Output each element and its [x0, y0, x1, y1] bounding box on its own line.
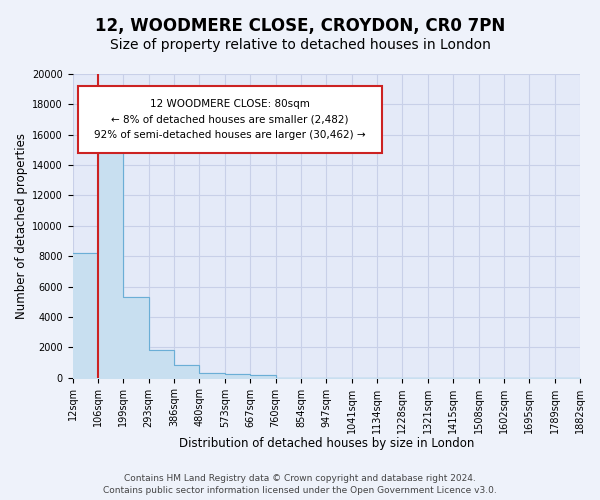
Y-axis label: Number of detached properties: Number of detached properties — [15, 133, 28, 319]
Text: 12 WOODMERE CLOSE: 80sqm
← 8% of detached houses are smaller (2,482)
92% of semi: 12 WOODMERE CLOSE: 80sqm ← 8% of detache… — [94, 99, 366, 140]
X-axis label: Distribution of detached houses by size in London: Distribution of detached houses by size … — [179, 437, 474, 450]
Text: Size of property relative to detached houses in London: Size of property relative to detached ho… — [110, 38, 490, 52]
FancyBboxPatch shape — [78, 86, 382, 153]
Text: 12, WOODMERE CLOSE, CROYDON, CR0 7PN: 12, WOODMERE CLOSE, CROYDON, CR0 7PN — [95, 18, 505, 36]
Text: Contains HM Land Registry data © Crown copyright and database right 2024.
Contai: Contains HM Land Registry data © Crown c… — [103, 474, 497, 495]
